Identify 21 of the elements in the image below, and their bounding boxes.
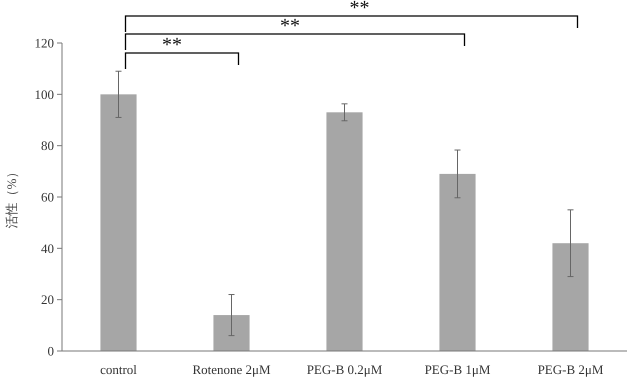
text: ** <box>350 0 370 19</box>
bar <box>552 243 589 351</box>
bar <box>213 315 250 351</box>
y-tick-label: 120 <box>34 36 54 51</box>
y-tick-label: 60 <box>41 190 54 205</box>
y-tick-label: 40 <box>41 240 54 256</box>
y-tick-label: 80 <box>41 138 54 154</box>
x-tick-label: PEG-B 2μM <box>538 362 604 377</box>
bar <box>439 174 476 351</box>
bar <box>100 94 137 351</box>
x-tick-label: PEG-B 1μM <box>424 362 491 377</box>
x-tick-label: control <box>100 362 138 377</box>
bar <box>326 112 363 351</box>
text: ** <box>280 15 300 37</box>
y-tick-label: 100 <box>34 86 54 102</box>
y-tick-label: 20 <box>41 292 54 308</box>
x-tick-label: PEG-B 0.2μM <box>306 362 383 377</box>
annotation: ** <box>162 34 182 56</box>
x-tick-label: Rotenone 2μM <box>192 362 271 377</box>
y-tick-label: 0 <box>48 344 54 359</box>
y-axis-title: 活性（%） <box>4 166 19 228</box>
